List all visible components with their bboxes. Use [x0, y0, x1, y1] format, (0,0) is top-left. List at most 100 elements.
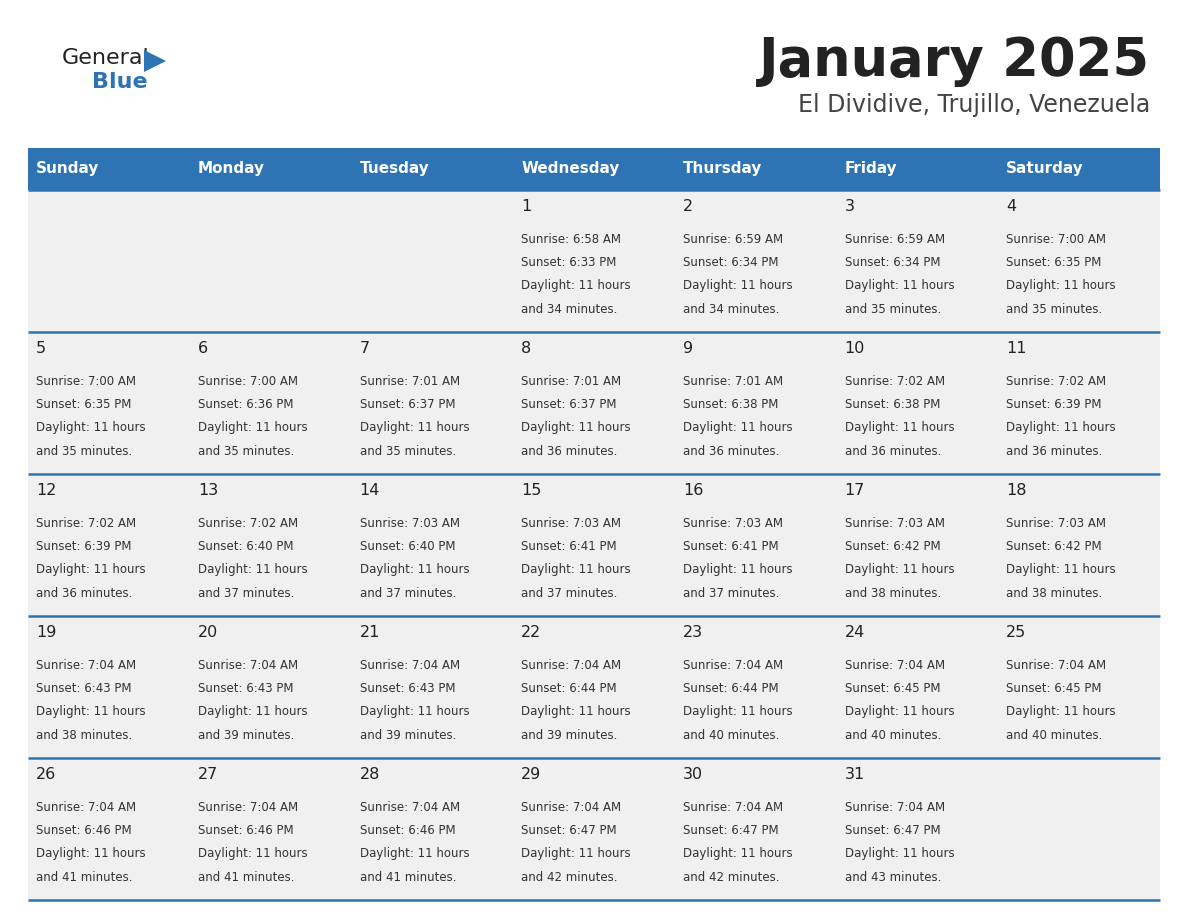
Text: Sunset: 6:34 PM: Sunset: 6:34 PM: [683, 256, 778, 269]
Text: Sunrise: 7:02 AM: Sunrise: 7:02 AM: [197, 517, 298, 530]
Text: and 42 minutes.: and 42 minutes.: [683, 871, 779, 884]
Text: Daylight: 11 hours: Daylight: 11 hours: [683, 847, 792, 860]
Bar: [29, 148, 190, 190]
Text: 22: 22: [522, 625, 542, 640]
Bar: [29, 332, 1159, 474]
Text: Sunset: 6:33 PM: Sunset: 6:33 PM: [522, 256, 617, 269]
Text: Sunrise: 7:04 AM: Sunrise: 7:04 AM: [683, 658, 783, 672]
Text: Sunset: 6:44 PM: Sunset: 6:44 PM: [683, 682, 778, 695]
Text: Sunrise: 7:04 AM: Sunrise: 7:04 AM: [360, 658, 460, 672]
Text: Sunset: 6:38 PM: Sunset: 6:38 PM: [683, 398, 778, 411]
Text: Sunset: 6:37 PM: Sunset: 6:37 PM: [522, 398, 617, 411]
Text: 12: 12: [36, 483, 57, 498]
Text: 9: 9: [683, 341, 693, 356]
Text: Sunrise: 7:04 AM: Sunrise: 7:04 AM: [522, 658, 621, 672]
Text: Sunrise: 7:03 AM: Sunrise: 7:03 AM: [683, 517, 783, 530]
Text: Sunrise: 7:04 AM: Sunrise: 7:04 AM: [683, 800, 783, 813]
Text: Sunset: 6:43 PM: Sunset: 6:43 PM: [36, 682, 132, 695]
Text: 23: 23: [683, 625, 703, 640]
Text: and 36 minutes.: and 36 minutes.: [683, 445, 779, 458]
Text: Daylight: 11 hours: Daylight: 11 hours: [360, 564, 469, 577]
Text: 5: 5: [36, 341, 46, 356]
Text: and 36 minutes.: and 36 minutes.: [36, 587, 132, 599]
Text: Wednesday: Wednesday: [522, 162, 620, 176]
Text: 26: 26: [36, 767, 56, 782]
Text: and 36 minutes.: and 36 minutes.: [522, 445, 618, 458]
Text: and 41 minutes.: and 41 minutes.: [197, 871, 295, 884]
Text: and 37 minutes.: and 37 minutes.: [197, 587, 295, 599]
Text: Daylight: 11 hours: Daylight: 11 hours: [1006, 564, 1116, 577]
Text: and 34 minutes.: and 34 minutes.: [522, 303, 618, 316]
Text: 17: 17: [845, 483, 865, 498]
Text: and 35 minutes.: and 35 minutes.: [1006, 303, 1102, 316]
Text: 13: 13: [197, 483, 219, 498]
Text: Sunset: 6:45 PM: Sunset: 6:45 PM: [1006, 682, 1102, 695]
Text: Sunrise: 7:03 AM: Sunrise: 7:03 AM: [360, 517, 460, 530]
Text: Daylight: 11 hours: Daylight: 11 hours: [845, 279, 954, 293]
Text: Daylight: 11 hours: Daylight: 11 hours: [1006, 279, 1116, 293]
Text: Sunset: 6:35 PM: Sunset: 6:35 PM: [36, 398, 132, 411]
Text: Sunrise: 7:02 AM: Sunrise: 7:02 AM: [36, 517, 137, 530]
Bar: [352, 148, 513, 190]
Bar: [29, 758, 1159, 900]
Text: and 43 minutes.: and 43 minutes.: [845, 871, 941, 884]
Text: and 41 minutes.: and 41 minutes.: [360, 871, 456, 884]
Text: Sunset: 6:46 PM: Sunset: 6:46 PM: [36, 824, 132, 837]
Text: Daylight: 11 hours: Daylight: 11 hours: [683, 705, 792, 719]
Text: Daylight: 11 hours: Daylight: 11 hours: [522, 421, 631, 434]
Bar: [29, 474, 1159, 616]
Text: Sunset: 6:46 PM: Sunset: 6:46 PM: [197, 824, 293, 837]
Text: and 37 minutes.: and 37 minutes.: [683, 587, 779, 599]
Text: Sunset: 6:43 PM: Sunset: 6:43 PM: [360, 682, 455, 695]
Text: 14: 14: [360, 483, 380, 498]
Text: 29: 29: [522, 767, 542, 782]
Text: Daylight: 11 hours: Daylight: 11 hours: [522, 705, 631, 719]
Text: and 37 minutes.: and 37 minutes.: [522, 587, 618, 599]
Text: and 35 minutes.: and 35 minutes.: [36, 445, 132, 458]
Text: Daylight: 11 hours: Daylight: 11 hours: [36, 421, 146, 434]
Text: Sunrise: 7:03 AM: Sunrise: 7:03 AM: [522, 517, 621, 530]
Text: Sunset: 6:35 PM: Sunset: 6:35 PM: [1006, 256, 1101, 269]
Text: Sunset: 6:40 PM: Sunset: 6:40 PM: [360, 540, 455, 553]
Text: Sunset: 6:42 PM: Sunset: 6:42 PM: [845, 540, 940, 553]
Text: Daylight: 11 hours: Daylight: 11 hours: [522, 847, 631, 860]
Text: and 41 minutes.: and 41 minutes.: [36, 871, 133, 884]
Text: Sunday: Sunday: [36, 162, 100, 176]
Text: Daylight: 11 hours: Daylight: 11 hours: [360, 847, 469, 860]
Text: 7: 7: [360, 341, 369, 356]
Text: and 38 minutes.: and 38 minutes.: [1006, 587, 1102, 599]
Text: and 42 minutes.: and 42 minutes.: [522, 871, 618, 884]
Text: Sunrise: 7:00 AM: Sunrise: 7:00 AM: [36, 375, 137, 387]
Text: and 39 minutes.: and 39 minutes.: [197, 729, 295, 742]
Text: Daylight: 11 hours: Daylight: 11 hours: [683, 564, 792, 577]
Text: 11: 11: [1006, 341, 1026, 356]
Text: Daylight: 11 hours: Daylight: 11 hours: [197, 847, 308, 860]
Bar: [29, 616, 1159, 758]
Text: 8: 8: [522, 341, 531, 356]
Text: and 34 minutes.: and 34 minutes.: [683, 303, 779, 316]
Text: Sunset: 6:39 PM: Sunset: 6:39 PM: [36, 540, 132, 553]
Text: Sunrise: 7:03 AM: Sunrise: 7:03 AM: [845, 517, 944, 530]
Text: Sunset: 6:45 PM: Sunset: 6:45 PM: [845, 682, 940, 695]
Text: Tuesday: Tuesday: [360, 162, 429, 176]
Text: Sunrise: 6:59 AM: Sunrise: 6:59 AM: [683, 232, 783, 246]
Text: Sunset: 6:36 PM: Sunset: 6:36 PM: [197, 398, 293, 411]
Text: 6: 6: [197, 341, 208, 356]
Text: Sunrise: 7:04 AM: Sunrise: 7:04 AM: [197, 800, 298, 813]
Text: Sunrise: 7:04 AM: Sunrise: 7:04 AM: [36, 658, 137, 672]
Text: and 37 minutes.: and 37 minutes.: [360, 587, 456, 599]
Text: Sunset: 6:38 PM: Sunset: 6:38 PM: [845, 398, 940, 411]
Text: Sunrise: 7:03 AM: Sunrise: 7:03 AM: [1006, 517, 1106, 530]
Text: Sunrise: 7:01 AM: Sunrise: 7:01 AM: [683, 375, 783, 387]
Text: Sunrise: 7:04 AM: Sunrise: 7:04 AM: [1006, 658, 1106, 672]
Text: Sunset: 6:47 PM: Sunset: 6:47 PM: [845, 824, 940, 837]
Text: and 40 minutes.: and 40 minutes.: [845, 729, 941, 742]
Text: 2: 2: [683, 199, 693, 214]
Text: Daylight: 11 hours: Daylight: 11 hours: [522, 564, 631, 577]
Text: Sunrise: 7:00 AM: Sunrise: 7:00 AM: [197, 375, 298, 387]
Text: Daylight: 11 hours: Daylight: 11 hours: [1006, 421, 1116, 434]
Text: Daylight: 11 hours: Daylight: 11 hours: [360, 421, 469, 434]
Text: Daylight: 11 hours: Daylight: 11 hours: [683, 421, 792, 434]
Text: Sunrise: 7:04 AM: Sunrise: 7:04 AM: [522, 800, 621, 813]
Text: Daylight: 11 hours: Daylight: 11 hours: [36, 564, 146, 577]
